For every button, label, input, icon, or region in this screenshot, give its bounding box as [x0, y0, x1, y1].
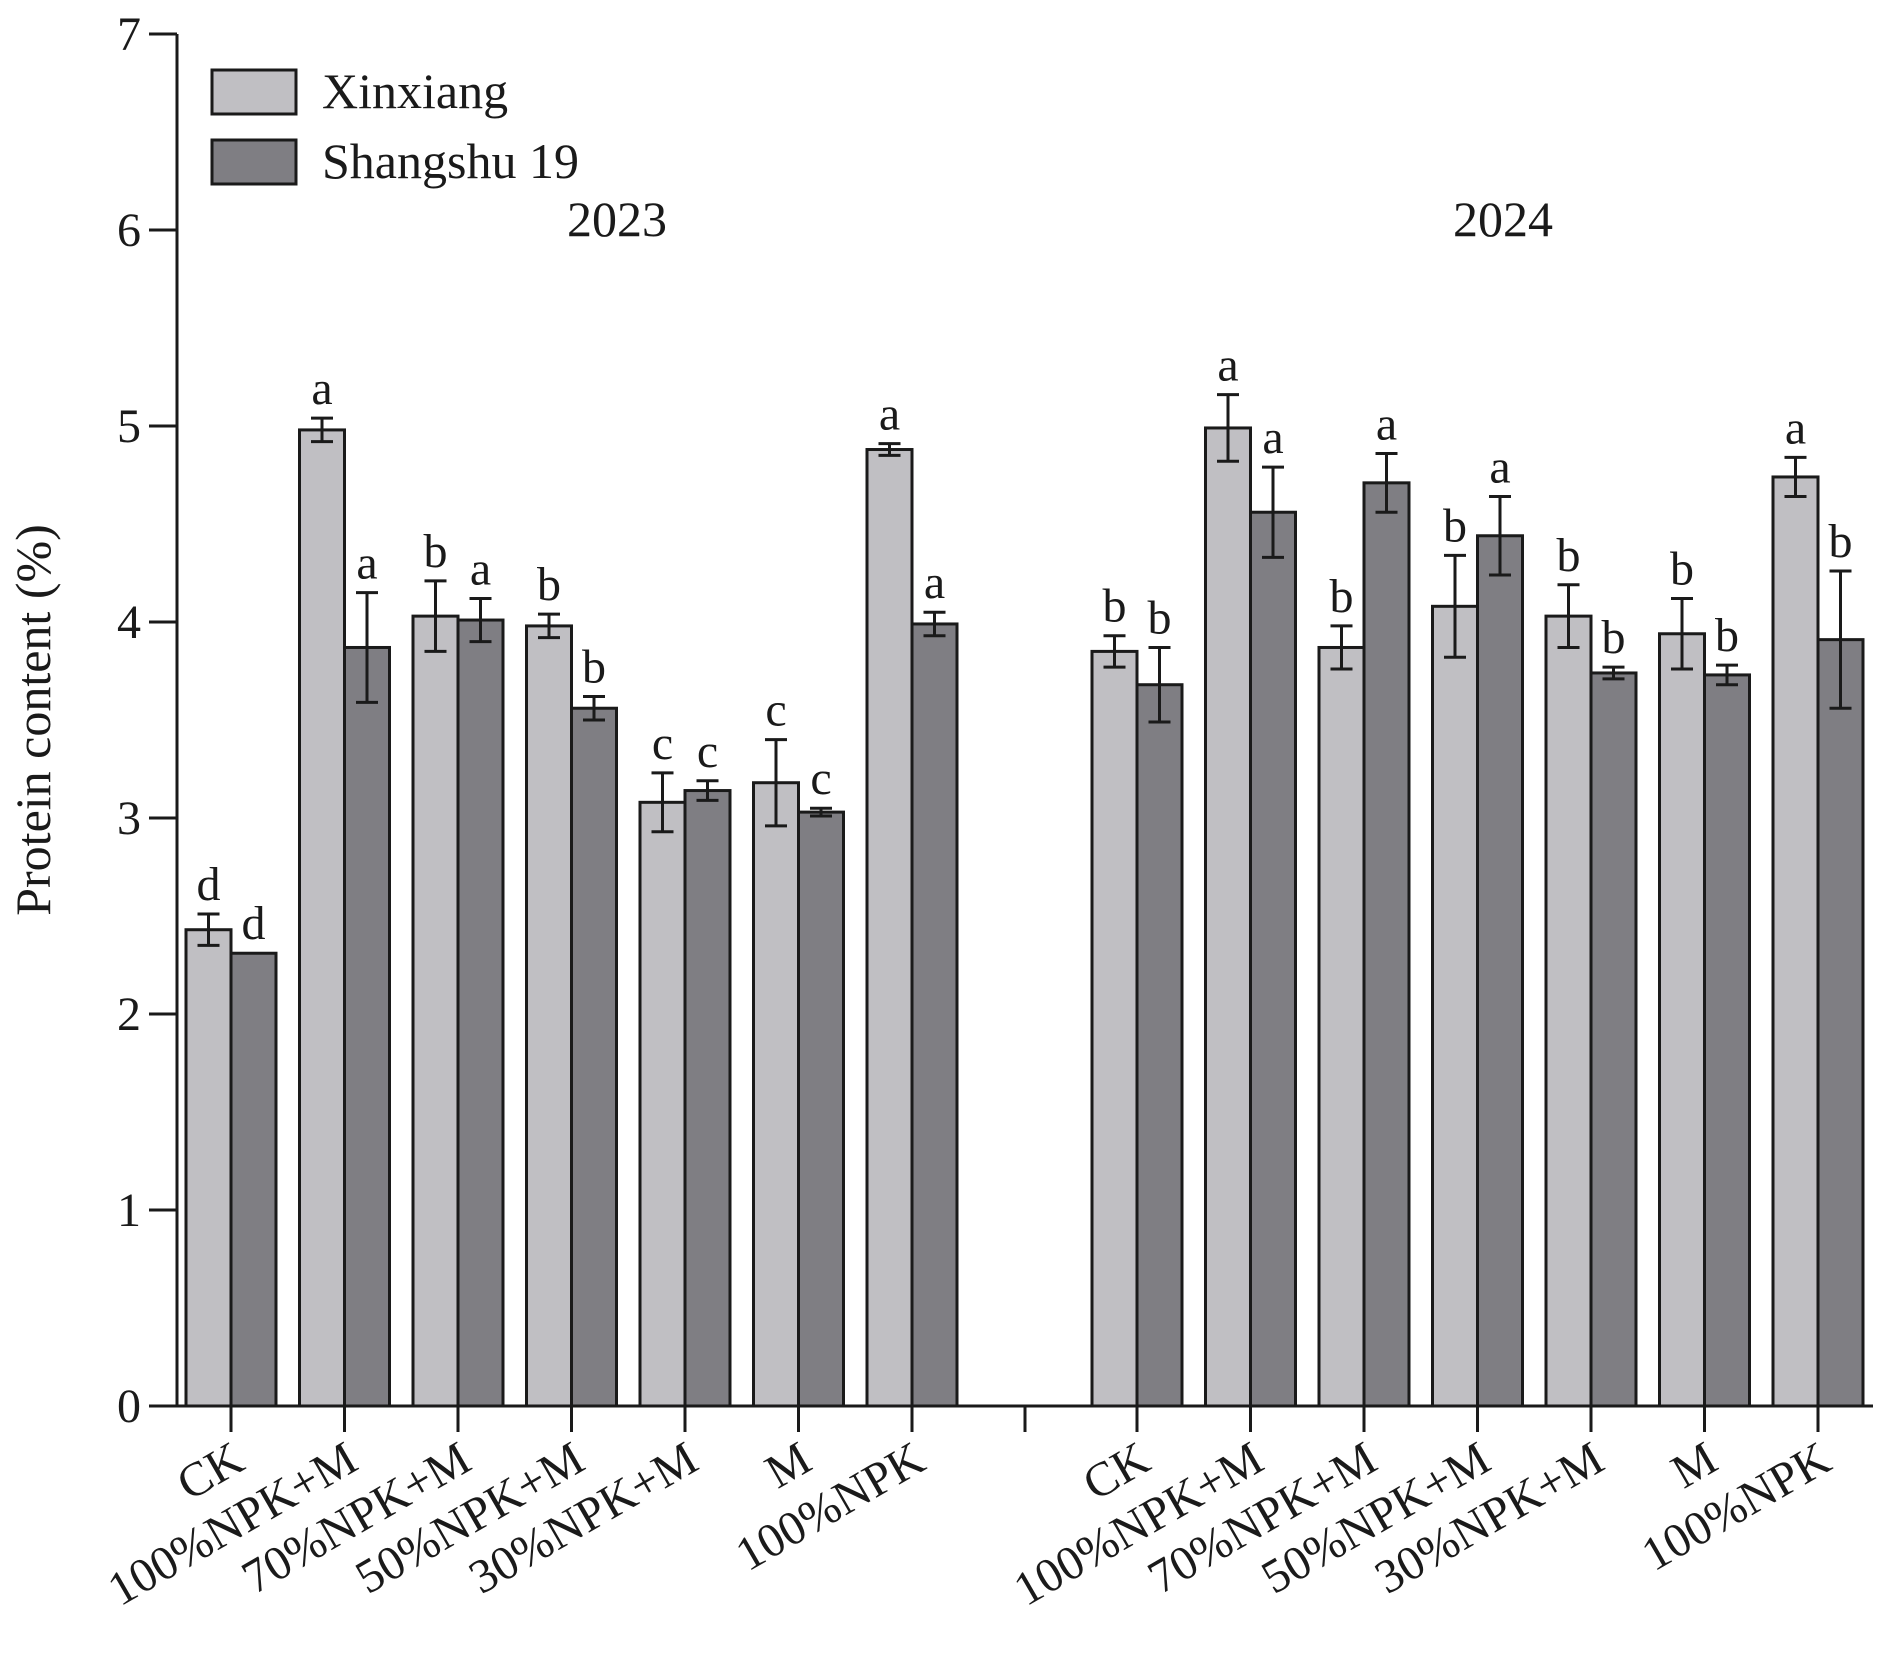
bar-2024-xinxiang	[1771, 475, 1820, 1408]
significance-letter: a	[879, 388, 900, 441]
bar-2023-xinxiang	[411, 614, 460, 1408]
legend: Xinxiang Shangshu 19	[210, 63, 579, 189]
significance-letter: b	[1330, 570, 1354, 623]
bar-2023-shangshu-19	[456, 618, 505, 1408]
year-label: 2023	[567, 191, 667, 247]
bars	[184, 393, 1865, 1408]
bar-2023-xinxiang	[638, 800, 687, 1408]
legend-label: Xinxiang	[322, 63, 508, 119]
significance-letter: a	[1785, 401, 1806, 454]
bar-2023-xinxiang	[298, 428, 346, 1408]
significance-letter: b	[1602, 611, 1626, 664]
legend-swatch	[210, 68, 298, 116]
significance-letter: a	[1376, 397, 1397, 450]
significance-letter: a	[1262, 411, 1283, 464]
significance-letter: b	[537, 558, 561, 611]
bar-2024-xinxiang	[1317, 645, 1366, 1408]
bar-2024-shangshu-19	[1703, 673, 1751, 1408]
bar-2023-shangshu-19	[910, 622, 959, 1408]
bar-2024-shangshu-19	[1249, 510, 1297, 1408]
bar-2024-xinxiang	[1544, 614, 1593, 1408]
bar-2023-xinxiang	[752, 781, 800, 1408]
significance-letter: b	[1148, 591, 1172, 644]
bar-2024-xinxiang	[1090, 649, 1139, 1408]
bar-2024-shangshu-19	[1476, 534, 1524, 1408]
y-tick-label: 0	[117, 1380, 141, 1433]
significance-letter: c	[652, 717, 673, 770]
significance-letter: a	[1217, 339, 1238, 392]
significance-letter: b	[1670, 542, 1694, 595]
significance-letter: b	[1443, 499, 1467, 552]
bar-2024-shangshu-19	[1589, 671, 1638, 1408]
bar-2023-shangshu-19	[229, 951, 278, 1408]
significance-letter: a	[311, 362, 332, 415]
bar-2023-xinxiang	[184, 928, 233, 1408]
bar-2024-xinxiang	[1204, 426, 1252, 1408]
year-label: 2024	[1453, 191, 1553, 247]
significance-letter: d	[242, 897, 266, 950]
y-tick-label: 4	[117, 596, 141, 649]
y-tick-label: 2	[117, 988, 141, 1041]
y-tick-label: 5	[117, 400, 141, 453]
significance-letter: c	[697, 725, 718, 778]
bar-2023-shangshu-19	[797, 810, 845, 1408]
bar-2024-shangshu-19	[1362, 481, 1411, 1408]
significance-letter: d	[197, 858, 221, 911]
significance-letter: b	[424, 525, 448, 578]
significance-letter: b	[1103, 580, 1127, 633]
bar-2023-shangshu-19	[683, 789, 732, 1408]
significance-letter: b	[1557, 529, 1581, 582]
significance-letter: c	[810, 752, 831, 805]
bar-2024-shangshu-19	[1135, 683, 1184, 1408]
bar-2023-shangshu-19	[570, 706, 618, 1408]
legend-swatch	[210, 138, 298, 186]
bar-2024-shangshu-19	[1816, 638, 1865, 1408]
bar-2023-xinxiang	[525, 624, 573, 1408]
bar-2024-xinxiang	[1658, 632, 1706, 1408]
bar-2023-xinxiang	[865, 448, 914, 1408]
significance-letter: c	[765, 684, 786, 737]
significance-letter: b	[582, 640, 606, 693]
y-tick-label: 7	[117, 8, 141, 61]
significance-letter: b	[1715, 609, 1739, 662]
significance-letter: a	[924, 556, 945, 609]
y-tick-label: 6	[117, 204, 141, 257]
y-tick-label: 1	[117, 1184, 141, 1237]
y-axis-title: Protein content (%)	[5, 524, 61, 916]
y-tick-label: 3	[117, 792, 141, 845]
legend-label: Shangshu 19	[322, 133, 579, 189]
significance-letter: b	[1829, 515, 1853, 568]
bar-2023-shangshu-19	[343, 645, 391, 1408]
significance-letter: a	[356, 537, 377, 590]
significance-letter: a	[1489, 441, 1510, 494]
bar-2024-xinxiang	[1431, 604, 1479, 1408]
significance-letter: a	[470, 542, 491, 595]
